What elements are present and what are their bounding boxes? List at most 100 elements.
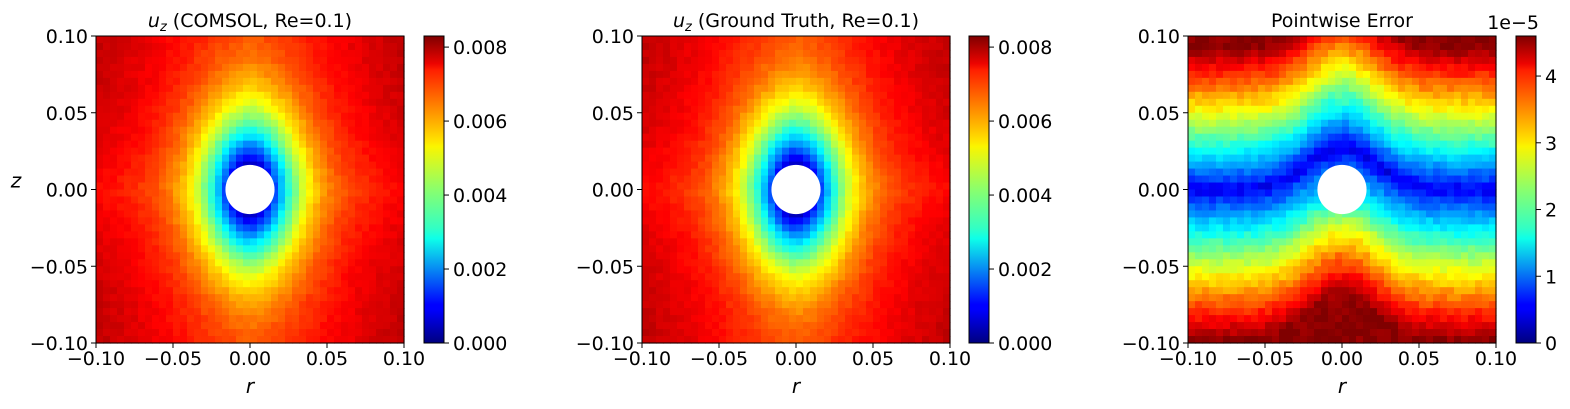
heatmap-cell [670, 105, 678, 114]
heatmap-cell [880, 336, 888, 344]
heatmap-cell [306, 329, 314, 337]
heatmap-cell [908, 42, 916, 51]
heatmap-cell [334, 105, 342, 114]
heatmap-cell [719, 42, 727, 51]
heatmap-cell [390, 266, 398, 274]
heatmap-cell [236, 161, 244, 170]
heatmap-cell [831, 49, 839, 58]
heatmap-cell [1286, 119, 1294, 128]
heatmap-cell [775, 238, 783, 246]
heatmap-cell [684, 238, 692, 246]
heatmap-cell [1300, 126, 1308, 135]
heatmap-cell [1223, 84, 1231, 93]
heatmap-cell [838, 294, 846, 302]
heatmap-cell [831, 231, 839, 239]
heatmap-cell [201, 168, 209, 177]
heatmap-cell [747, 63, 755, 72]
heatmap-cell [1321, 245, 1329, 253]
heatmap-cell [117, 112, 125, 121]
heatmap-cell [243, 322, 251, 330]
heatmap-cell [887, 315, 895, 323]
heatmap-cell [859, 126, 867, 135]
heatmap-cell [691, 182, 699, 191]
heatmap-cell [901, 252, 909, 260]
heatmap-cell [754, 287, 762, 295]
heatmap-cell [250, 252, 258, 260]
heatmap-cell [131, 287, 139, 295]
heatmap-cell [1272, 112, 1280, 121]
heatmap-cell [1272, 252, 1280, 260]
heatmap-cell [299, 182, 307, 191]
heatmap-cell [740, 203, 748, 212]
heatmap-cell [775, 56, 783, 65]
heatmap-cell [1202, 140, 1210, 149]
heatmap-cell [138, 126, 146, 135]
heatmap-cell [103, 189, 111, 198]
heatmap-cell [229, 119, 237, 128]
heatmap-cell [264, 84, 272, 93]
heatmap-cell [1237, 77, 1245, 86]
heatmap-cell [376, 147, 384, 156]
heatmap-cell [208, 217, 216, 225]
heatmap-cell [908, 112, 916, 121]
heatmap-cell [1314, 266, 1322, 274]
heatmap-cell [873, 224, 881, 232]
heatmap-cell [831, 91, 839, 100]
heatmap-cell [117, 154, 125, 163]
heatmap-cell [1272, 308, 1280, 316]
heatmap-cell [880, 119, 888, 128]
heatmap-cell [110, 294, 118, 302]
heatmap-cell [103, 70, 111, 79]
heatmap-cell [1237, 322, 1245, 330]
heatmap-cell [334, 329, 342, 337]
heatmap-cell [831, 287, 839, 295]
heatmap-cell [1321, 266, 1329, 274]
heatmap-cell [362, 175, 370, 184]
heatmap-cell [1216, 91, 1224, 100]
heatmap-cell [733, 161, 741, 170]
heatmap-cell [369, 140, 377, 149]
heatmap-cell [1188, 203, 1196, 212]
heatmap-cell [698, 273, 706, 281]
heatmap-cell [299, 147, 307, 156]
heatmap-cell [362, 322, 370, 330]
heatmap-cell [201, 329, 209, 337]
heatmap-cell [1251, 287, 1259, 295]
heatmap-cell [1272, 336, 1280, 344]
heatmap-cell [124, 168, 132, 177]
heatmap-cell [887, 63, 895, 72]
heatmap-cell [264, 245, 272, 253]
heatmap-cell [1342, 112, 1350, 121]
heatmap-cell [1328, 217, 1336, 225]
heatmap-cell [663, 322, 671, 330]
heatmap-cell [1251, 77, 1259, 86]
heatmap-cell [187, 77, 195, 86]
heatmap-cell [1293, 105, 1301, 114]
heatmap-cell [1244, 63, 1252, 72]
heatmap-cell [397, 315, 405, 323]
heatmap-cell [817, 287, 825, 295]
heatmap-cell [110, 287, 118, 295]
heatmap-cell [768, 308, 776, 316]
heatmap-cell [194, 140, 202, 149]
heatmap-cell [677, 189, 685, 198]
heatmap-cell [670, 91, 678, 100]
heatmap-cell [243, 252, 251, 260]
heatmap-cell [264, 126, 272, 135]
heatmap-cell [369, 84, 377, 93]
heatmap-cell [663, 70, 671, 79]
heatmap-cell [117, 252, 125, 260]
heatmap-cell [1244, 266, 1252, 274]
heatmap-cell [852, 70, 860, 79]
heatmap-cell [845, 308, 853, 316]
heatmap-cell [901, 70, 909, 79]
heatmap-cell [250, 308, 258, 316]
heatmap-cell [887, 77, 895, 86]
heatmap-cell [936, 259, 944, 267]
heatmap-cell [1335, 36, 1343, 44]
heatmap-cell [383, 224, 391, 232]
heatmap-cell [677, 203, 685, 212]
heatmap-cell [1328, 56, 1336, 65]
heatmap-cell [705, 154, 713, 163]
heatmap-cell [726, 36, 734, 44]
